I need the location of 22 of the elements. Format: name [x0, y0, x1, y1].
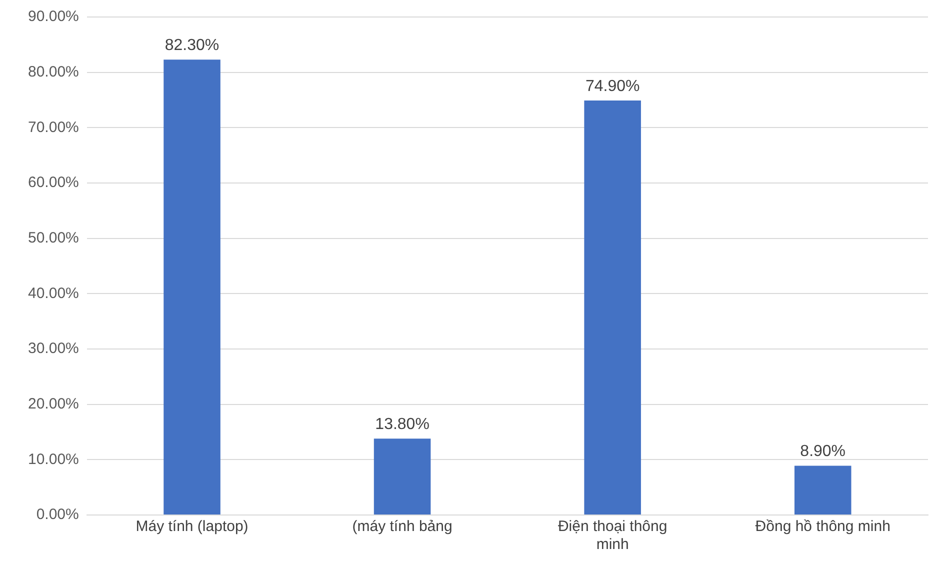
- y-tick-label: 0.00%: [36, 506, 79, 524]
- y-tick-label: 60.00%: [28, 174, 79, 192]
- bar: [794, 466, 852, 514]
- y-tick-label: 10.00%: [28, 450, 79, 468]
- y-tick-label: 90.00%: [28, 8, 79, 26]
- bar: [374, 438, 431, 514]
- bar: [584, 100, 641, 514]
- x-tick-label: Máy tính (laptop): [136, 518, 248, 536]
- data-label: 74.90%: [585, 78, 640, 95]
- y-tick-label: 70.00%: [28, 118, 79, 136]
- y-tick-label: 50.00%: [28, 229, 79, 246]
- x-tick-label: Điện thoại thông minh: [558, 518, 668, 554]
- y-tick-label: 20.00%: [28, 395, 79, 412]
- data-label: 8.90%: [800, 443, 846, 460]
- y-tick-label: 30.00%: [28, 340, 79, 358]
- data-label: 13.80%: [375, 416, 430, 434]
- y-tick-label: 80.00%: [28, 63, 79, 80]
- x-tick-label: (máy tính bảng: [352, 518, 452, 536]
- y-tick-label: 40.00%: [28, 284, 79, 302]
- bar: [164, 60, 220, 514]
- x-tick-label: Đồng hồ thông minh: [755, 518, 890, 536]
- data-label: 82.30%: [164, 37, 220, 54]
